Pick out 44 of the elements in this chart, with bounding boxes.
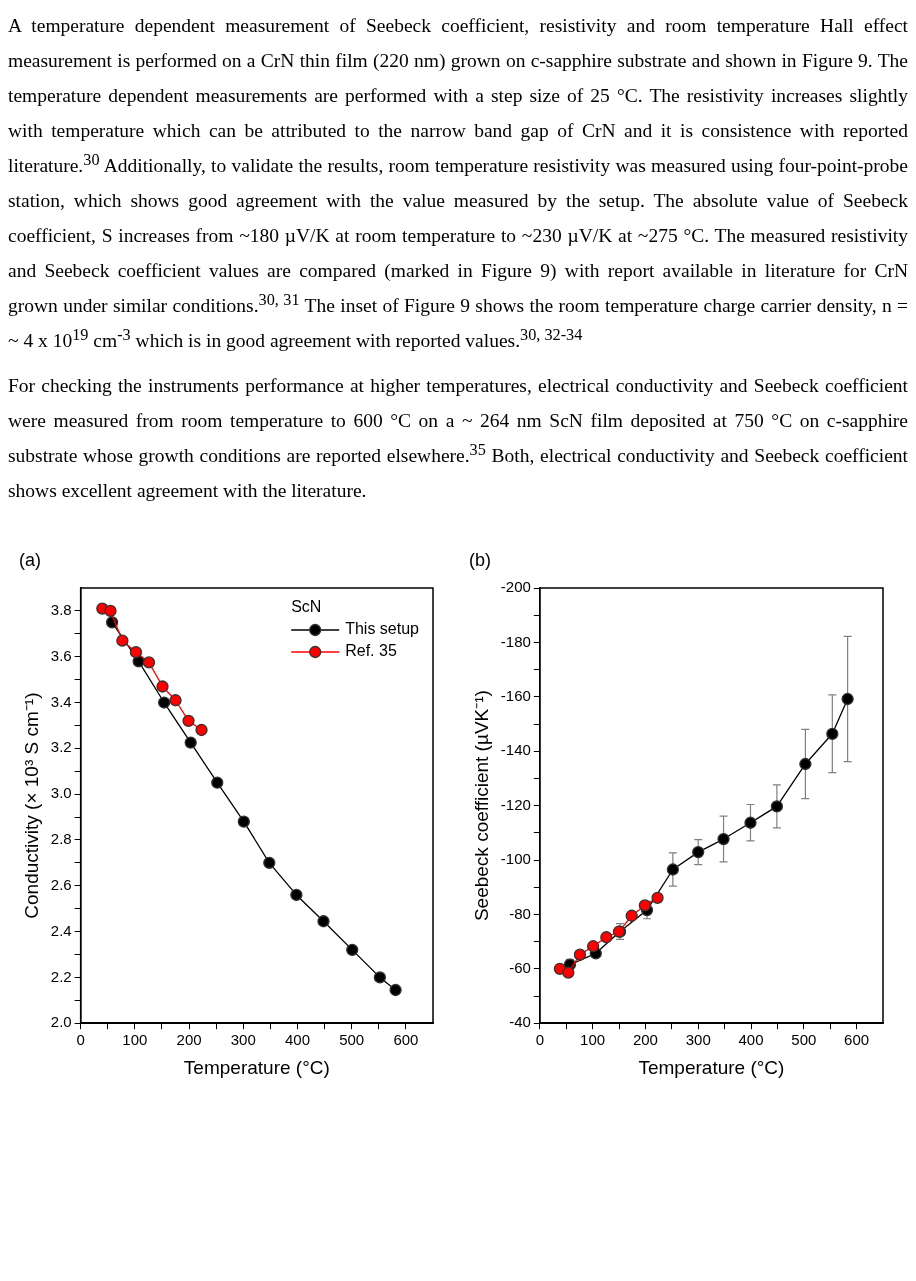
text: (a) [19,549,41,570]
x-tick-label: 500 [339,1031,365,1049]
x-tick-label: 0 [76,1031,85,1049]
y-tick-label: -80 [509,904,531,922]
x-tick-label: 400 [738,1031,764,1049]
legend-label: Ref. 35 [345,642,397,660]
x-axis-title: Temperature (°C) [183,1056,330,1078]
x-tick-label: 300 [230,1031,256,1049]
x-tick-label: 0 [535,1031,544,1049]
y-tick-label: 2.8 [50,830,72,848]
y-tick-label: 3.6 [50,646,72,664]
x-tick-label: 300 [685,1031,711,1049]
y-tick-label: -40 [509,1013,531,1031]
x-tick-label: 200 [176,1031,202,1049]
y-axis-title: Conductivity (× 10³ S cm⁻¹) [20,692,42,919]
x-axis-title: Temperature (°C) [638,1056,785,1078]
text: For checking the instruments performance at higher temperatures, electrical conductivity and Seebeck coefficient were measured from room temperature to 600 °C on a ~ 264 nm ScN film deposited at 750 °C on c-sapphire substrate whose growth conditions are reported elsewhere.$^{35}$ Both, electrical conductivity and Seebeck coefficient shows excellent agreement with the literature. [8,375,908,501]
x-tick-label: 600 [844,1031,870,1049]
y-tick-label: -160 [500,686,531,704]
y-tick-label: -100 [500,850,531,868]
y-tick-label: -60 [509,958,531,976]
text: (b) [469,549,491,570]
y-tick-label: 2.0 [50,1013,72,1031]
text: A temperature dependent measurement of Seebeck coefficient, resistivity and room temperature Hall effect measurement is performed on a CrN thin film (220 nm) grown on c-sapphire substrate and shown in Figure 9. The temperature dependent measurements are performed with a step size of 25 °C. The resistivity increases slightly with temperature which can be attributed to the narrow band gap of CrN and it is consistence with reported literature.$^{30}$ Additionally, to validate the results, room temperature resistivity was measured using four-point-probe station, which shows good agreement with the value measured by the setup. The absolute value of Seebeck coefficient, S increases from ~180 µV/K at room temperature to ~230 µV/K at ~275 °C. The measured resistivity and Seebeck coefficient values are compared (marked in Figure 9) with report available in literature for CrN grown under similar conditions.$^{30, 31}$ The inset of Figure 9 shows the room temperature charge carrier density, n = ~ 4 x 10$^{19}$ cm$^{-3}$ which is in good agreement with reported values.$^{30, 32-34}$ [8,15,908,351]
x-tick-label: 400 [284,1031,310,1049]
y-tick-label: -140 [500,741,531,759]
y-tick-label: -180 [500,632,531,650]
x-tick-label: 500 [791,1031,817,1049]
y-tick-label: 3.0 [50,784,72,802]
x-tick-label: 100 [580,1031,606,1049]
y-tick-label: -200 [500,578,531,596]
x-tick-label: 600 [393,1031,419,1049]
x-tick-label: 100 [122,1031,148,1049]
y-axis-title: Seebeck coefficient (µVK⁻¹) [470,690,492,922]
y-tick-label: -120 [500,795,531,813]
y-tick-label: 3.4 [50,692,72,710]
y-tick-label: 2.6 [50,875,72,893]
y-tick-label: 3.2 [50,738,72,756]
y-tick-label: 2.4 [50,921,72,939]
legend-title: ScN [291,598,322,616]
y-tick-label: 3.8 [50,601,72,619]
y-tick-label: 2.2 [50,967,72,985]
x-tick-label: 200 [632,1031,658,1049]
legend-label: This setup [345,620,420,638]
